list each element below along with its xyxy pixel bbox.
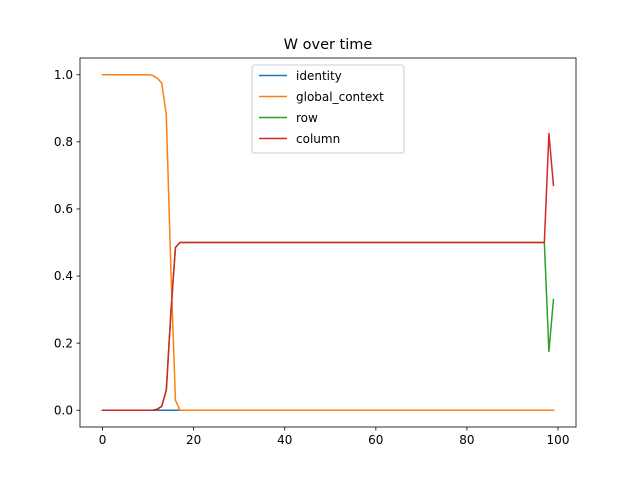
axes-frame (79, 57, 577, 428)
series-group (101, 74, 555, 411)
legend-label-global-context: global_context (296, 90, 384, 104)
x-tick-label: 0 (99, 433, 107, 447)
x-tick-label: 60 (368, 433, 383, 447)
chart-title: W over time (284, 37, 373, 53)
legend-label-column: column (296, 132, 340, 146)
y-tick-label: 0.2 (54, 336, 73, 350)
legend-frame (251, 64, 405, 154)
x-tick-label: 40 (277, 433, 292, 447)
x-tick-label: 80 (459, 433, 474, 447)
legend-label-identity: identity (296, 69, 342, 83)
y-tick-label: 0.4 (54, 269, 73, 283)
axes-group (79, 57, 577, 428)
x-tick-label: 100 (547, 433, 570, 447)
y-tick-label: 1.0 (54, 68, 73, 82)
legend-label-row: row (296, 111, 318, 125)
series-line-column (101, 132, 555, 411)
y-tick-label: 0.0 (54, 403, 73, 417)
ticks-group: 0 20 40 60 80 100 0.0 0.2 0.4 0.6 0.8 1.0 (54, 68, 570, 447)
series-line-global-context (101, 74, 555, 411)
y-tick-label: 0.8 (54, 135, 73, 149)
y-tick-label: 0.6 (54, 202, 73, 216)
x-tick-label: 20 (186, 433, 201, 447)
